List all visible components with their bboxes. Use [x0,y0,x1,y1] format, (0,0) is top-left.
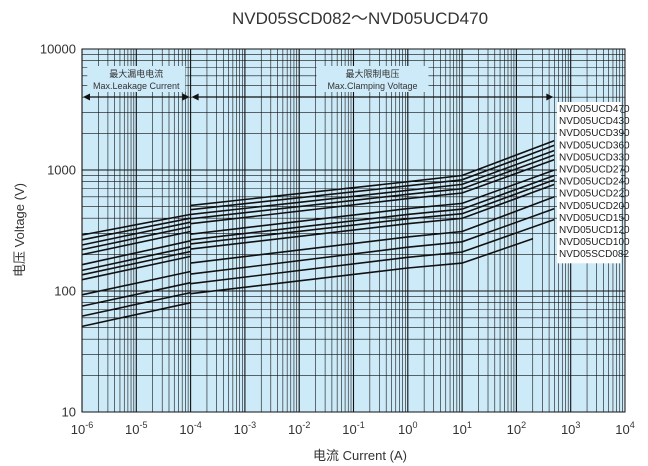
x-tick-label: 104 [615,420,634,437]
x-tick-label: 10-6 [71,420,93,437]
legend-entry: NVD05UCD220 [559,189,630,200]
chart-title: NVD05SCD082～NVD05UCD470 [232,9,488,28]
curve-clamping-NVD05UCD360 [190,154,555,220]
region-arrow-left [83,93,90,101]
curve-leakage-NVD05SCD082 [81,301,191,328]
region-arrow-right [546,93,554,101]
legend-entry: NVD05UCD200 [559,201,630,212]
curve-leakage-NVD05UCD150 [81,270,191,296]
curve-leakage-NVD05UCD390 [81,221,191,246]
curve-clamping-NVD05UCD220 [190,179,555,245]
region-label-en: Max.Leakage Current [93,81,180,91]
legend-entry: NVD05UCD360 [559,140,630,151]
curve-leakage-NVD05UCD330 [81,230,191,256]
curve-leakage-NVD05UCD360 [81,225,191,251]
legend-entry: NVD05SCD082 [559,249,629,260]
y-tick-label: 10000 [40,42,76,57]
curve-leakage-NVD05UCD200 [81,255,191,281]
x-tick-labels: 10-6 10-5 10-4 10-3 10-2 10-1 100 101 102 103 104 [71,420,635,437]
region-arrow-left [191,93,199,101]
legend: NVD05UCD470NVD05UCD430NVD05UCD390NVD05UC… [557,102,630,264]
curve-leakage-NVD05UCD100 [81,291,191,317]
curve-leakage-NVD05UCD470 [81,213,191,236]
region-label-bg [87,66,186,92]
region-label-en: Max.Clamping Voltage [327,81,417,91]
x-tick-label: 10-4 [179,420,201,437]
y-tick-labels: 10 100 1000 10000 [40,42,76,420]
curve-clamping-NVD05UCD330 [190,158,555,225]
region-label-bg [316,66,429,92]
x-tick-label: 101 [452,420,471,437]
curve-clamping-NVD05UCD150 [190,196,555,264]
legend-bg [557,102,621,264]
curve-clamping-NVD05UCD120 [190,207,555,275]
curves [81,139,555,328]
legend-entry: NVD05UCD470 [559,104,630,115]
curve-clamping-NVD05UCD270 [190,169,555,235]
region-label-cn: 最大漏电电流 [109,68,163,79]
curve-clamping-NVD05UCD100 [190,218,555,285]
curve-clamping-NVD05UCD240 [190,174,555,241]
y-axis-label: 电压 Voltage (V) [12,183,27,277]
curve-clamping-NVD05UCD200 [190,183,555,250]
legend-entry: NVD05UCD330 [559,152,630,163]
curve-leakage-NVD05UCD120 [81,281,191,307]
legend-entry: NVD05UCD100 [559,237,630,248]
x-axis-label: 电流 Current (A) [313,448,407,463]
curve-leakage-NVD05UCD220 [81,250,191,276]
curve-clamping-NVD05UCD390 [190,149,555,216]
region-arrow-right [182,93,190,101]
y-tick-label: 100 [54,284,76,299]
x-tick-label: 100 [398,420,417,437]
legend-entry: NVD05UCD240 [559,177,630,188]
region-annotations: 最大漏电电流 Max.Leakage Current 最大限制电压 Max.Clamp… [83,66,554,101]
region-label-cn: 最大限制电压 [345,68,399,79]
curve-leakage-NVD05UCD270 [81,240,191,266]
legend-entry: NVD05UCD270 [559,165,630,176]
x-tick-label: 10-2 [288,420,310,437]
legend-entry: NVD05UCD430 [559,116,630,127]
x-tick-label: 102 [507,420,526,437]
y-tick-label: 1000 [47,163,76,178]
y-tick-label: 10 [62,405,76,420]
x-tick-label: 10-5 [125,420,147,437]
legend-entry: NVD05UCD120 [559,225,630,236]
curve-clamping-NVD05UCD430 [190,144,555,211]
x-tick-label: 10-1 [342,420,364,437]
x-tick-label: 10-3 [234,420,256,437]
curve-clamping-NVD05SCD082 [190,238,533,295]
plot-frame [81,48,626,413]
curve-clamping-NVD05UCD470 [190,139,555,207]
curve-leakage-NVD05UCD240 [81,246,191,272]
legend-entry: NVD05UCD390 [559,128,630,139]
curve-leakage-NVD05UCD430 [81,217,191,241]
x-tick-label: 103 [561,420,580,437]
legend-entry: NVD05UCD150 [559,213,630,224]
